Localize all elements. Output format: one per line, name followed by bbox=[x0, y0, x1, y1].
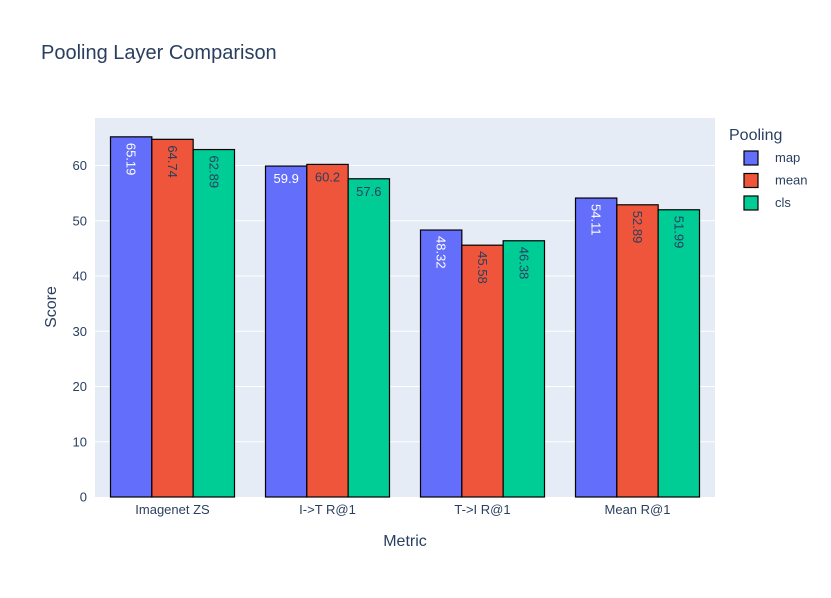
legend-swatch-map bbox=[743, 150, 759, 166]
bar-label-mean-1: 60.2 bbox=[315, 169, 340, 184]
bar-map-3 bbox=[574, 197, 618, 498]
legend-title: Pooling bbox=[729, 127, 782, 144]
legend-label-cls: cls bbox=[775, 195, 791, 210]
bar-cls-2 bbox=[502, 240, 546, 498]
bar-label-map-1: 59.9 bbox=[274, 171, 299, 186]
x-tick-labels: Imagenet ZS I->T R@1 T->I R@1 Mean R@1 bbox=[135, 502, 670, 517]
bar-map-0 bbox=[109, 136, 153, 498]
bar-labels: 65.19 59.9 48.32 54.11 64.74 60.2 45.58 52.89 62… bbox=[124, 143, 687, 284]
chart-title: Pooling Layer Comparison bbox=[41, 42, 277, 64]
bar-label-mean-0: 64.74 bbox=[165, 145, 180, 178]
y-tick-label: 30 bbox=[73, 324, 87, 339]
x-tick-label: I->T R@1 bbox=[299, 502, 356, 517]
bar-label-map-2: 48.32 bbox=[434, 236, 449, 269]
bars bbox=[109, 136, 701, 498]
x-axis-title: Metric bbox=[383, 533, 427, 550]
x-tick-label: Mean R@1 bbox=[605, 502, 671, 517]
bar-map-1 bbox=[264, 165, 308, 498]
legend-swatch-cls bbox=[743, 195, 759, 211]
bar-label-cls-2: 46.38 bbox=[516, 247, 531, 280]
legend-label-map: map bbox=[775, 150, 800, 165]
x-tick-label: T->I R@1 bbox=[454, 502, 510, 517]
bar-map-2 bbox=[419, 229, 463, 498]
y-tick-label: 60 bbox=[73, 158, 87, 173]
legend-label-mean: mean bbox=[775, 173, 808, 188]
bar-mean-0 bbox=[151, 138, 194, 498]
bar-cls-1 bbox=[347, 178, 391, 498]
y-axis-title: Score bbox=[43, 286, 60, 328]
bar-label-map-3: 54.11 bbox=[589, 204, 604, 236]
bar-label-cls-3: 51.99 bbox=[671, 216, 686, 249]
y-tick-label: 20 bbox=[73, 379, 87, 394]
y-tick-label: 50 bbox=[73, 213, 87, 228]
bar-label-cls-0: 62.89 bbox=[206, 156, 221, 189]
bar-label-mean-3: 52.89 bbox=[630, 211, 645, 244]
bar-mean-2 bbox=[461, 244, 504, 498]
bar-cls-3 bbox=[657, 209, 701, 498]
bar-mean-1 bbox=[306, 163, 349, 498]
bar-cls-0 bbox=[192, 148, 236, 498]
y-tick-label: 0 bbox=[80, 490, 87, 505]
y-tick-label: 10 bbox=[73, 434, 87, 449]
x-tick-label: Imagenet ZS bbox=[135, 502, 210, 517]
y-tick-label: 40 bbox=[73, 269, 87, 284]
bar-label-map-0: 65.19 bbox=[124, 143, 139, 176]
legend-items: map mean cls bbox=[743, 150, 808, 211]
y-tick-labels: 0 10 20 30 40 50 60 bbox=[73, 158, 87, 504]
bar-label-mean-2: 45.58 bbox=[475, 251, 490, 284]
bar-label-cls-1: 57.6 bbox=[356, 184, 381, 199]
bar-mean-3 bbox=[616, 204, 659, 498]
legend: Pooling map mean cls bbox=[729, 127, 808, 211]
legend-swatch-mean bbox=[743, 172, 759, 189]
